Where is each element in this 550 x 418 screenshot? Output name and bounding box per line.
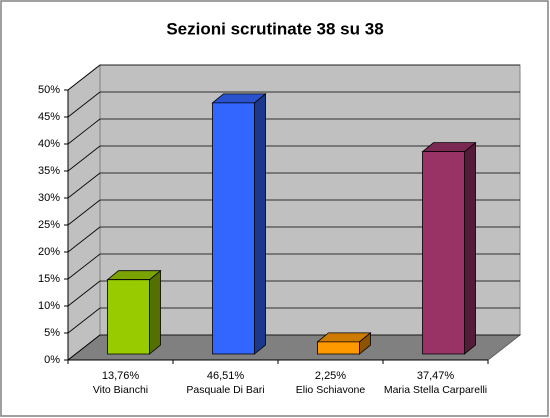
grid-line: [67, 172, 101, 199]
y-tick-label: 35%: [38, 165, 60, 177]
bar: [316, 332, 372, 355]
y-tick-label: 40%: [38, 138, 60, 150]
value-label: 2,25%: [315, 370, 346, 382]
chart-title: Sezioni scrutinate 38 su 38: [166, 19, 383, 38]
grid-line: [67, 118, 101, 145]
bar: [421, 141, 477, 355]
value-label: 46,51%: [207, 370, 245, 382]
bar-front: [107, 279, 150, 355]
value-label: 37,47%: [417, 370, 455, 382]
y-tick-label: 20%: [38, 246, 60, 258]
y-tick-label: 50%: [38, 84, 60, 96]
y-tick-label: 15%: [38, 273, 60, 285]
bar-side: [254, 93, 266, 355]
value-label: 13,76%: [102, 370, 140, 382]
x-tick-label: Maria Stella Carparelli: [384, 384, 487, 396]
bar-side: [149, 269, 161, 355]
grid-line: [67, 199, 101, 226]
bar-front: [317, 341, 360, 355]
x-tick-label: Vito Bianchi: [93, 384, 148, 396]
bar: [211, 93, 267, 355]
bar-side: [464, 141, 476, 355]
grid-line: [67, 226, 101, 253]
grid-line: [67, 307, 101, 334]
grid-line: [67, 334, 101, 361]
y-tick-label: 5%: [44, 327, 60, 339]
grid-line: [67, 64, 101, 91]
x-tick-label: Elio Schiavone: [296, 384, 366, 396]
bar: [106, 269, 162, 355]
y-tick-label: 0%: [44, 354, 60, 366]
x-tick-label: Pasquale Di Bari: [186, 384, 264, 396]
bar-front: [212, 102, 255, 355]
grid-line: [67, 253, 101, 280]
bar-front: [422, 151, 465, 355]
y-tick-label: 30%: [38, 192, 60, 204]
y-tick-label: 25%: [38, 219, 60, 231]
grid-line: [67, 91, 101, 118]
y-tick-label: 45%: [38, 111, 60, 123]
grid-line: [67, 280, 101, 307]
y-tick-label: 10%: [38, 300, 60, 312]
grid-line: [67, 145, 101, 172]
